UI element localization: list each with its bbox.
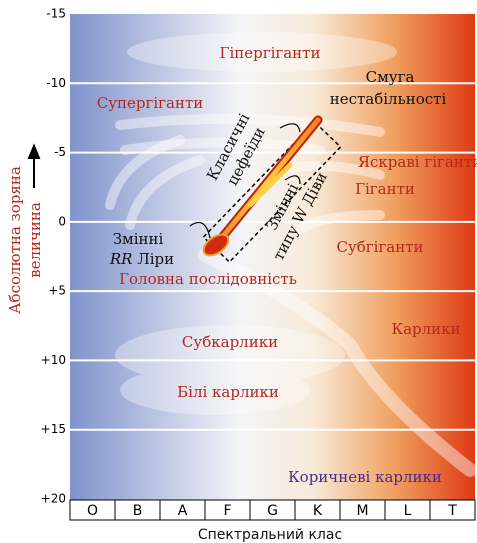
- class-label: F: [223, 503, 231, 519]
- y-tick-label: 0: [58, 214, 66, 228]
- rr-rest: Ліри: [137, 250, 174, 268]
- class-label: K: [313, 503, 323, 519]
- cepheid-band-core: [212, 117, 321, 249]
- w-virginis-band: [247, 162, 293, 208]
- background: [70, 14, 475, 500]
- y-axis-title: Абсолютна зоряна: [6, 166, 24, 314]
- y-tick-label: +20: [41, 492, 66, 506]
- class-label: L: [404, 503, 412, 519]
- region-label: Гіпергіганти: [220, 44, 321, 62]
- rr-italic: RR: [109, 250, 133, 268]
- class-label: O: [87, 503, 98, 519]
- region-label: Супергіганти: [97, 94, 204, 112]
- region-label: Карлики: [391, 320, 460, 338]
- y-tick-label: +15: [41, 422, 66, 436]
- y-axis-title: величина: [26, 202, 44, 278]
- y-tick-label: -15: [46, 7, 66, 21]
- region-label: Субкарлики: [182, 333, 278, 351]
- class-label: M: [356, 503, 368, 519]
- class-bar: [69, 499, 476, 521]
- region-label: Білі карлики: [177, 383, 279, 401]
- region-label: Головна послідовність: [119, 270, 297, 288]
- x-axis-title: Спектральний клас: [198, 527, 342, 543]
- class-label: G: [267, 503, 278, 519]
- regions: [115, 32, 397, 415]
- region-label: Субгіганти: [336, 238, 423, 256]
- pointers: [189, 123, 301, 239]
- rr-lyrae-label: RR Ліри: [109, 250, 174, 268]
- class-label: A: [178, 503, 188, 519]
- y-axis-arrow: [27, 143, 41, 188]
- region-label: Яскраві гіганти: [358, 153, 477, 171]
- region-label: Коричневі карлики: [288, 468, 442, 486]
- strip-label: нестабільності: [330, 90, 447, 108]
- strip-label: Смуга: [366, 68, 415, 86]
- y-tick-label: +5: [48, 284, 66, 298]
- region-label: Гіганти: [355, 180, 415, 198]
- class-label: B: [133, 503, 143, 519]
- y-tick-label: -5: [54, 145, 66, 159]
- y-tick-label: -10: [46, 76, 66, 90]
- class-label: T: [447, 503, 457, 519]
- rr-lyrae-blob: [202, 233, 230, 257]
- rr-lyrae-label: Змінні: [113, 230, 164, 248]
- y-tick-label: +10: [41, 353, 66, 367]
